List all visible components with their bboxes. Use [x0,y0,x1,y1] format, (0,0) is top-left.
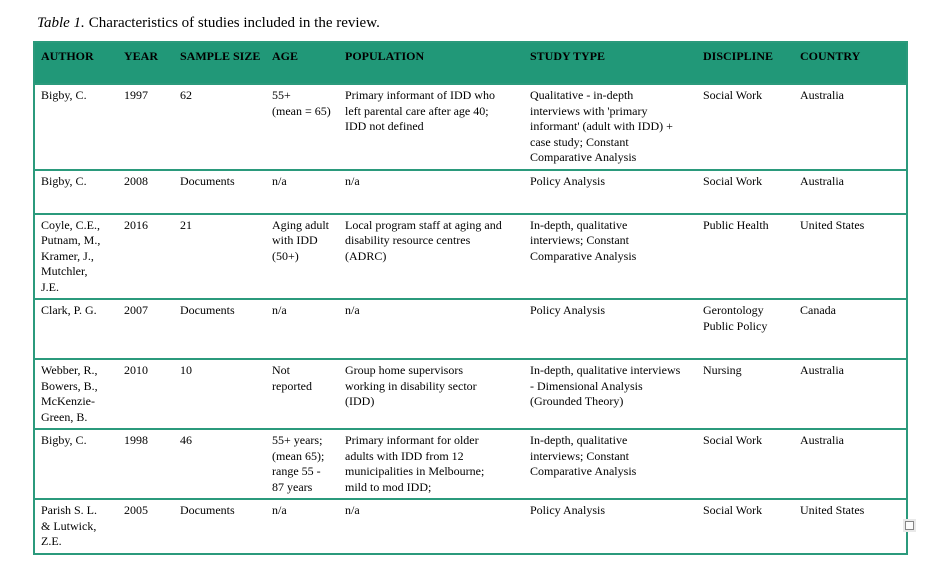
cell-sample-size: Documents [180,303,235,317]
column-header-author: AUTHOR [34,42,118,84]
table-caption-number: Table 1. [37,15,85,31]
cell-year: 2007 [124,303,148,317]
column-header-country: COUNTRY [794,42,907,84]
cell-discipline: Social Work [703,173,763,188]
table-row: Clark, P. G. 2007 Documents n/a n/a Poli… [34,299,907,359]
cell-study-type: In-depth, qualitative interviews; Consta… [530,217,637,263]
cell-population: n/a [345,173,360,188]
cell-sample-size: 62 [180,88,192,102]
cell-discipline: Social Work [703,433,763,447]
cell-year: 1997 [124,88,148,102]
cell-study-type: In-depth, qualitative interviews - Dimen… [530,363,681,408]
cell-discipline: Social Work [703,503,763,517]
cell-discipline: Public Health [703,217,769,232]
cell-country: Australia [800,88,844,102]
cell-sample-size: 21 [180,217,192,232]
table-caption-text: Characteristics of studies included in t… [88,15,380,31]
cell-year: 2016 [124,217,148,232]
cell-age: 55+ (mean = 65) [272,88,331,118]
cell-study-type: Policy Analysis [530,173,606,188]
cell-sample-size: 10 [180,363,192,377]
cell-author: Parish S. L. & Lutwick, Z.E. [41,503,98,548]
table-row: Bigby, C. 1997 62 55+ (mean = 65) Primar… [34,84,907,170]
table-header-row: AUTHOR YEAR SAMPLE SIZE AGE POPULATION S… [34,42,907,84]
cell-author: Bigby, C. [41,88,87,102]
cell-age: Aging adult with IDD (50+) [272,217,329,263]
column-header-year: YEAR [118,42,174,84]
cell-author: Webber, R., Bowers, B., McKenzie- Green,… [41,363,98,424]
cell-study-type: Policy Analysis [530,303,606,317]
cell-year: 2005 [124,503,148,517]
cell-country: Canada [800,303,836,317]
cell-year: 2010 [124,363,148,377]
cell-age: n/a [272,503,287,517]
studies-table: AUTHOR YEAR SAMPLE SIZE AGE POPULATION S… [33,41,908,555]
cell-age: 55+ years; (mean 65); range 55 - 87 year… [272,433,325,494]
table-row: Bigby, C. 1998 46 55+ years; (mean 65); … [34,429,907,499]
cell-country: Australia [800,363,844,377]
cell-country: United States [800,503,865,517]
cell-sample-size: Documents [180,503,235,517]
cell-population: Local program staff at aging and disabil… [345,217,502,263]
table-row: Coyle, C.E., Putnam, M., Kramer, J., Mut… [34,213,907,300]
cell-discipline: Nursing [703,363,742,377]
cell-population: Primary informant for older adults with … [345,433,485,494]
cell-age: n/a [272,173,287,188]
table-caption: Table 1. Characteristics of studies inclu… [37,13,939,33]
cell-author: Clark, P. G. [41,303,97,317]
cell-population: n/a [345,303,360,317]
table-row: Bigby, C. 2008 Documents n/a n/a Policy … [34,169,907,214]
cell-age: n/a [272,303,287,317]
table-row: Parish S. L. & Lutwick, Z.E. 2005 Docume… [34,499,907,554]
cell-country: United States [800,217,865,232]
table-row: Webber, R., Bowers, B., McKenzie- Green,… [34,359,907,429]
cell-author: Bigby, C. [41,433,87,447]
table-resize-handle-icon[interactable] [905,521,914,530]
cell-discipline: Gerontology Public Policy [703,303,768,333]
cell-study-type: Policy Analysis [530,503,606,517]
cell-population: n/a [345,503,360,517]
cell-sample-size: 46 [180,433,192,447]
cell-age: Not reported [272,363,312,393]
cell-population: Group home supervisors working in disabi… [345,363,477,408]
cell-country: Australia [800,433,844,447]
cell-year: 1998 [124,433,148,447]
cell-country: Australia [800,173,844,188]
cell-study-type: In-depth, qualitative interviews; Consta… [530,433,637,478]
cell-author: Coyle, C.E., Putnam, M., Kramer, J., Mut… [41,217,101,294]
column-header-population: POPULATION [339,42,524,84]
column-header-study-type: STUDY TYPE [524,42,697,84]
cell-year: 2008 [124,173,148,188]
column-header-age: AGE [266,42,339,84]
cell-study-type: Qualitative - in-depth interviews with '… [530,88,673,164]
cell-discipline: Social Work [703,88,763,102]
column-header-discipline: DISCIPLINE [697,42,794,84]
column-header-sample-size: SAMPLE SIZE [174,42,266,84]
cell-author: Bigby, C. [41,173,87,188]
cell-sample-size: Documents [180,173,235,188]
cell-population: Primary informant of IDD who left parent… [345,88,495,133]
